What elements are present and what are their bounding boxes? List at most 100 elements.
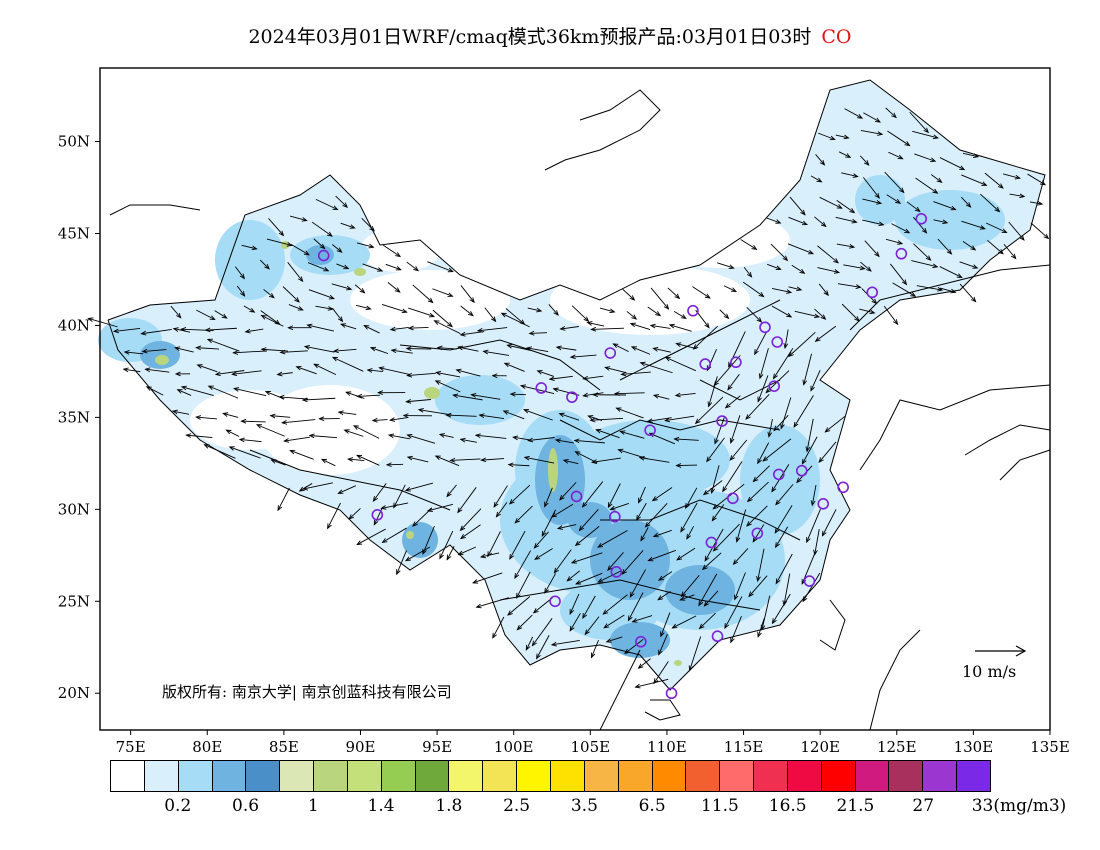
wind-arrow — [939, 287, 957, 294]
wind-arrow — [743, 266, 753, 278]
wind-arrow — [674, 392, 696, 398]
wind-arrow — [859, 155, 870, 166]
legend-swatch — [280, 761, 315, 791]
concentration-area — [140, 341, 180, 369]
city-station-marker — [751, 527, 764, 540]
wind-arrow — [630, 346, 651, 355]
wind-arrow — [887, 130, 911, 147]
wind-arrow — [231, 370, 262, 377]
wind-arrow — [810, 370, 821, 392]
wind-arrow — [933, 219, 949, 225]
wind-arrow — [767, 263, 782, 270]
city-station-marker — [730, 356, 742, 369]
wind-arrow — [313, 238, 326, 250]
wind-arrow — [603, 614, 625, 629]
wind-arrow — [703, 590, 719, 607]
wind-arrow — [607, 552, 624, 572]
lon-tick-label: 125E — [877, 738, 917, 756]
wind-arrow — [886, 194, 902, 204]
boundary-line — [869, 629, 921, 731]
wind-arrow — [961, 196, 972, 208]
wind-arrow — [361, 218, 375, 232]
wind-arrow — [793, 395, 814, 428]
wind-arrow — [644, 503, 668, 528]
wind-arrow — [232, 350, 268, 355]
wind-arrow — [566, 570, 580, 582]
wind-arrow — [657, 591, 671, 601]
wind-arrow — [176, 389, 192, 396]
wind-arrow — [634, 678, 669, 689]
city-station-marker — [866, 286, 879, 299]
boundary-line — [399, 339, 601, 391]
wind-arrow — [863, 112, 881, 123]
wind-arrow — [544, 573, 556, 594]
map-title: 2024年03月01日WRF/cmaq模式36km预报产品:03月01日03时 C… — [0, 22, 1100, 49]
wind-arrow — [389, 326, 409, 332]
wind-arrow — [664, 415, 695, 423]
wind-arrow — [311, 221, 333, 237]
legend-label: 16.5 — [768, 796, 807, 816]
wind-arrow — [636, 502, 647, 521]
wind-arrow — [380, 502, 409, 510]
wind-arrow — [884, 171, 905, 194]
wind-arrow — [405, 398, 431, 404]
wind-arrow — [332, 307, 344, 323]
city-station-marker — [635, 635, 647, 648]
wind-arrow — [452, 393, 483, 401]
wind-arrow — [385, 462, 404, 468]
lat-tick-label: 40N — [58, 316, 90, 334]
wind-arrow — [389, 417, 408, 422]
wind-arrow — [269, 413, 291, 419]
wind-arrow — [724, 596, 743, 630]
wind-arrow — [916, 285, 944, 292]
city-station-marker — [716, 415, 728, 427]
wind-arrow — [352, 425, 380, 439]
wind-arrow — [783, 329, 789, 350]
wind-arrow — [640, 527, 649, 542]
wind-arrow — [558, 412, 580, 421]
concentration-area — [895, 190, 1005, 250]
wind-arrow — [609, 502, 629, 511]
wind-arrow — [584, 616, 600, 636]
lon-tick-label: 110E — [647, 738, 687, 756]
wind-arrow — [479, 552, 500, 559]
wind-arrow — [343, 429, 364, 437]
wind-arrow — [653, 661, 669, 685]
boundary-line — [544, 89, 661, 171]
wind-arrow — [336, 263, 350, 270]
legend-swatch — [517, 761, 551, 791]
wind-arrow — [622, 288, 636, 301]
wind-arrow — [313, 363, 337, 376]
wind-arrow — [757, 375, 769, 403]
concentration-area — [568, 502, 612, 538]
wind-arrow — [112, 327, 141, 334]
wind-arrow — [260, 314, 284, 327]
wind-arrow — [646, 417, 672, 423]
wind-arrow — [692, 286, 711, 299]
wind-arrow — [771, 464, 790, 493]
wind-reference-label: 10 m/s — [962, 662, 1017, 681]
boundary-line — [849, 264, 1051, 331]
wind-arrow — [122, 367, 141, 373]
boundary-line — [644, 699, 681, 721]
wind-arrow — [527, 307, 543, 313]
wind-arrow — [459, 524, 481, 540]
wind-arrow — [649, 323, 671, 329]
legend-swatch — [821, 761, 856, 791]
wind-arrow — [912, 130, 939, 140]
wind-arrow — [475, 597, 509, 609]
legend-swatch — [754, 761, 788, 791]
city-station-marker — [699, 358, 712, 370]
city-station-marker — [371, 509, 384, 521]
wind-arrow — [281, 419, 316, 425]
wind-arrow — [407, 325, 429, 331]
legend-swatch — [618, 761, 653, 791]
wind-arrow — [961, 174, 988, 186]
wind-arrow — [509, 530, 526, 560]
wind-arrow — [318, 416, 340, 422]
wind-arrow — [582, 595, 596, 620]
wind-arrow — [534, 548, 553, 560]
wind-arrow — [427, 261, 454, 273]
lon-tick-label: 80E — [192, 738, 222, 756]
city-station-marker — [817, 498, 830, 510]
